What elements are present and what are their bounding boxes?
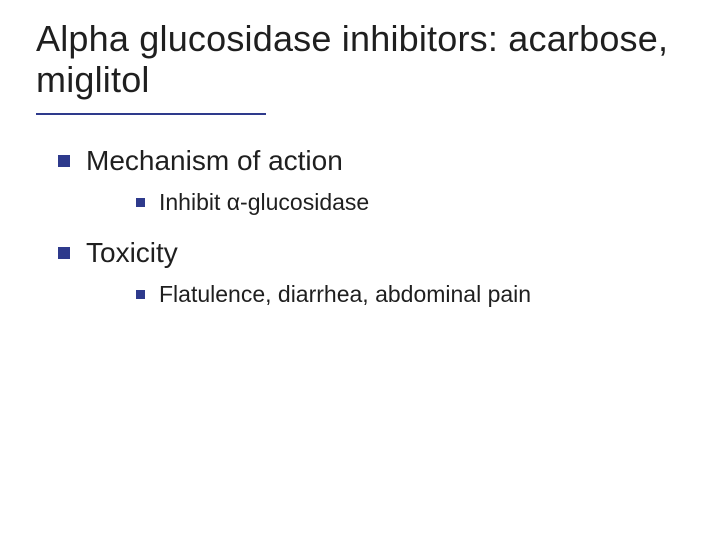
- section-item: Inhibit α-glucosidase: [159, 188, 369, 217]
- slide: Alpha glucosidase inhibitors: acarbose, …: [0, 0, 720, 540]
- title-underline: [36, 113, 266, 115]
- section-heading: Mechanism of action: [86, 143, 343, 178]
- square-bullet-icon: [136, 290, 145, 299]
- section-item-row: Inhibit α-glucosidase: [136, 188, 684, 217]
- square-bullet-icon: [136, 198, 145, 207]
- section-heading-row: Toxicity: [58, 235, 684, 270]
- slide-title: Alpha glucosidase inhibitors: acarbose, …: [36, 18, 684, 101]
- section-item-row: Flatulence, diarrhea, abdominal pain: [136, 280, 684, 309]
- square-bullet-icon: [58, 247, 70, 259]
- square-bullet-icon: [58, 155, 70, 167]
- section-item: Flatulence, diarrhea, abdominal pain: [159, 280, 531, 309]
- section-heading: Toxicity: [86, 235, 178, 270]
- section-heading-row: Mechanism of action: [58, 143, 684, 178]
